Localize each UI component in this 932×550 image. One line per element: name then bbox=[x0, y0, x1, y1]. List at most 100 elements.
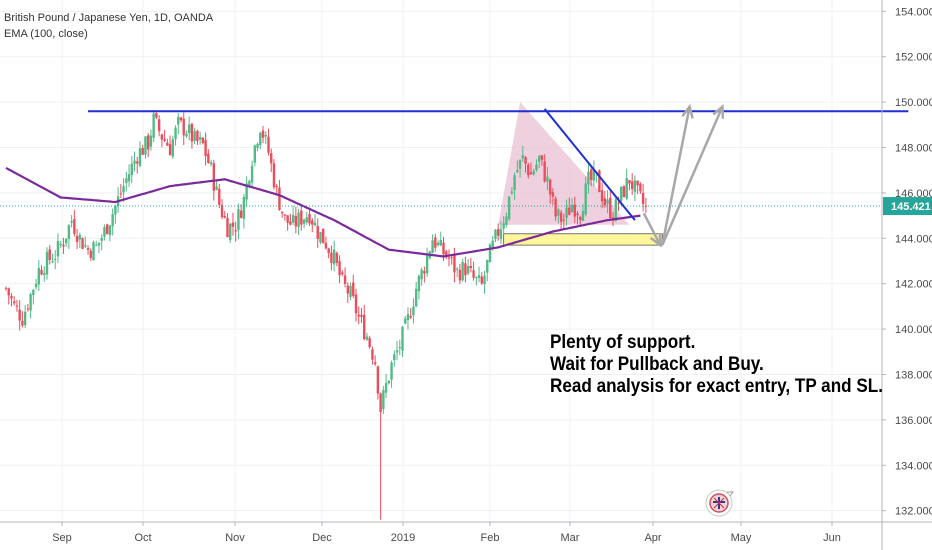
candle-body bbox=[570, 205, 574, 213]
candle-body bbox=[196, 130, 199, 142]
candle-body bbox=[620, 186, 623, 201]
trendlines-layer[interactable] bbox=[88, 108, 909, 221]
candle-body bbox=[548, 179, 552, 195]
symbol-title[interactable]: British Pound / Japanese Yen, 1D, OANDA bbox=[4, 12, 214, 24]
candle-body bbox=[393, 354, 396, 361]
candle-body bbox=[491, 240, 494, 248]
candle-body bbox=[146, 135, 150, 150]
candle-body bbox=[436, 242, 440, 246]
candle-body bbox=[245, 183, 248, 200]
candle-body bbox=[527, 164, 530, 176]
candle-body bbox=[319, 232, 322, 243]
candle-body bbox=[398, 347, 401, 349]
candle-body bbox=[32, 289, 35, 296]
candle-body bbox=[242, 197, 246, 219]
candle-body bbox=[573, 204, 576, 217]
candle-body bbox=[513, 175, 516, 190]
candle-body bbox=[360, 314, 363, 317]
candle-body bbox=[475, 277, 478, 279]
y-tick-label-10: 134.000 bbox=[895, 460, 932, 472]
candle-body bbox=[198, 137, 202, 140]
y-tick-label-6: 142.000 bbox=[895, 279, 932, 291]
candle-body bbox=[332, 249, 336, 265]
time-axis[interactable]: Sep Oct Nov Dec 2019 Feb Mar Apr May Jun bbox=[52, 522, 841, 544]
candle-body bbox=[51, 261, 54, 263]
candle-body bbox=[551, 192, 555, 197]
candle-body bbox=[576, 213, 579, 216]
candle-body bbox=[103, 227, 106, 237]
candle-body bbox=[193, 131, 196, 141]
candle-body bbox=[185, 133, 188, 137]
candle-body bbox=[190, 123, 194, 142]
candle-body bbox=[155, 113, 158, 118]
candle-body bbox=[584, 183, 587, 215]
candle-body bbox=[455, 268, 459, 270]
candle-body bbox=[554, 198, 557, 217]
candle-body bbox=[488, 244, 492, 263]
candle-body bbox=[89, 250, 92, 258]
candle-body bbox=[609, 197, 612, 218]
candle-body bbox=[204, 140, 207, 157]
x-tick-label-1: Oct bbox=[134, 532, 151, 544]
candle-body bbox=[289, 221, 292, 225]
candle-body bbox=[136, 161, 139, 164]
candle-body bbox=[486, 260, 489, 273]
x-tick-label-7: Apr bbox=[644, 532, 661, 544]
candle-body bbox=[40, 269, 43, 275]
candle-body bbox=[229, 223, 232, 240]
candle-body bbox=[218, 188, 221, 206]
candle-body bbox=[404, 318, 407, 324]
candle-body bbox=[598, 170, 601, 193]
candle-body bbox=[291, 215, 295, 223]
candle-body bbox=[494, 229, 497, 239]
annotation-line-3: Read analysis for exact entry, TP and SL… bbox=[550, 376, 883, 397]
candle-body bbox=[56, 240, 60, 257]
y-tick-label-0: 154.000 bbox=[895, 6, 932, 18]
candle-body bbox=[505, 216, 508, 225]
indicator-label[interactable]: EMA (100, close) bbox=[4, 28, 88, 40]
projection-arrow-0-head bbox=[681, 103, 694, 119]
candle-body bbox=[581, 211, 585, 221]
candle-body bbox=[95, 244, 98, 246]
candle-body bbox=[600, 190, 604, 202]
candle-body bbox=[259, 132, 262, 146]
price-axis[interactable]: 154.000 152.000 150.000 148.000 146.000 144.0… bbox=[882, 6, 932, 518]
candle-body bbox=[431, 240, 434, 254]
candle-body bbox=[256, 143, 259, 148]
plot-background bbox=[0, 0, 882, 522]
candle-body bbox=[305, 217, 308, 223]
candle-body bbox=[100, 237, 103, 241]
candle-body bbox=[308, 214, 311, 224]
candle-body bbox=[125, 178, 128, 183]
candle-body bbox=[354, 294, 358, 314]
candle-body bbox=[48, 249, 51, 260]
candle-body bbox=[425, 255, 429, 274]
candle-body bbox=[338, 261, 341, 276]
candle-body bbox=[630, 181, 634, 190]
candle-body bbox=[603, 198, 607, 206]
candle-body bbox=[335, 252, 339, 263]
candle-body bbox=[376, 366, 380, 394]
candle-body bbox=[119, 193, 123, 195]
y-tick-label-8: 138.000 bbox=[895, 369, 932, 381]
candle-body bbox=[141, 148, 144, 155]
candle-body bbox=[297, 212, 300, 228]
candle-body bbox=[614, 199, 617, 221]
candle-body bbox=[464, 263, 467, 276]
candle-body bbox=[250, 165, 254, 183]
candle-body bbox=[270, 153, 273, 164]
candle-body bbox=[26, 308, 30, 310]
candle-body bbox=[70, 221, 73, 223]
candle-body bbox=[45, 251, 49, 275]
candle-body bbox=[412, 306, 415, 316]
candle-body bbox=[540, 155, 544, 160]
candle-body bbox=[532, 171, 535, 175]
candle-body bbox=[466, 266, 470, 274]
candle-body bbox=[622, 186, 626, 197]
candle-body bbox=[587, 171, 590, 185]
candle-body bbox=[278, 187, 281, 211]
candle-body bbox=[18, 309, 21, 321]
candle-body bbox=[401, 326, 404, 351]
candle-body bbox=[417, 275, 421, 292]
